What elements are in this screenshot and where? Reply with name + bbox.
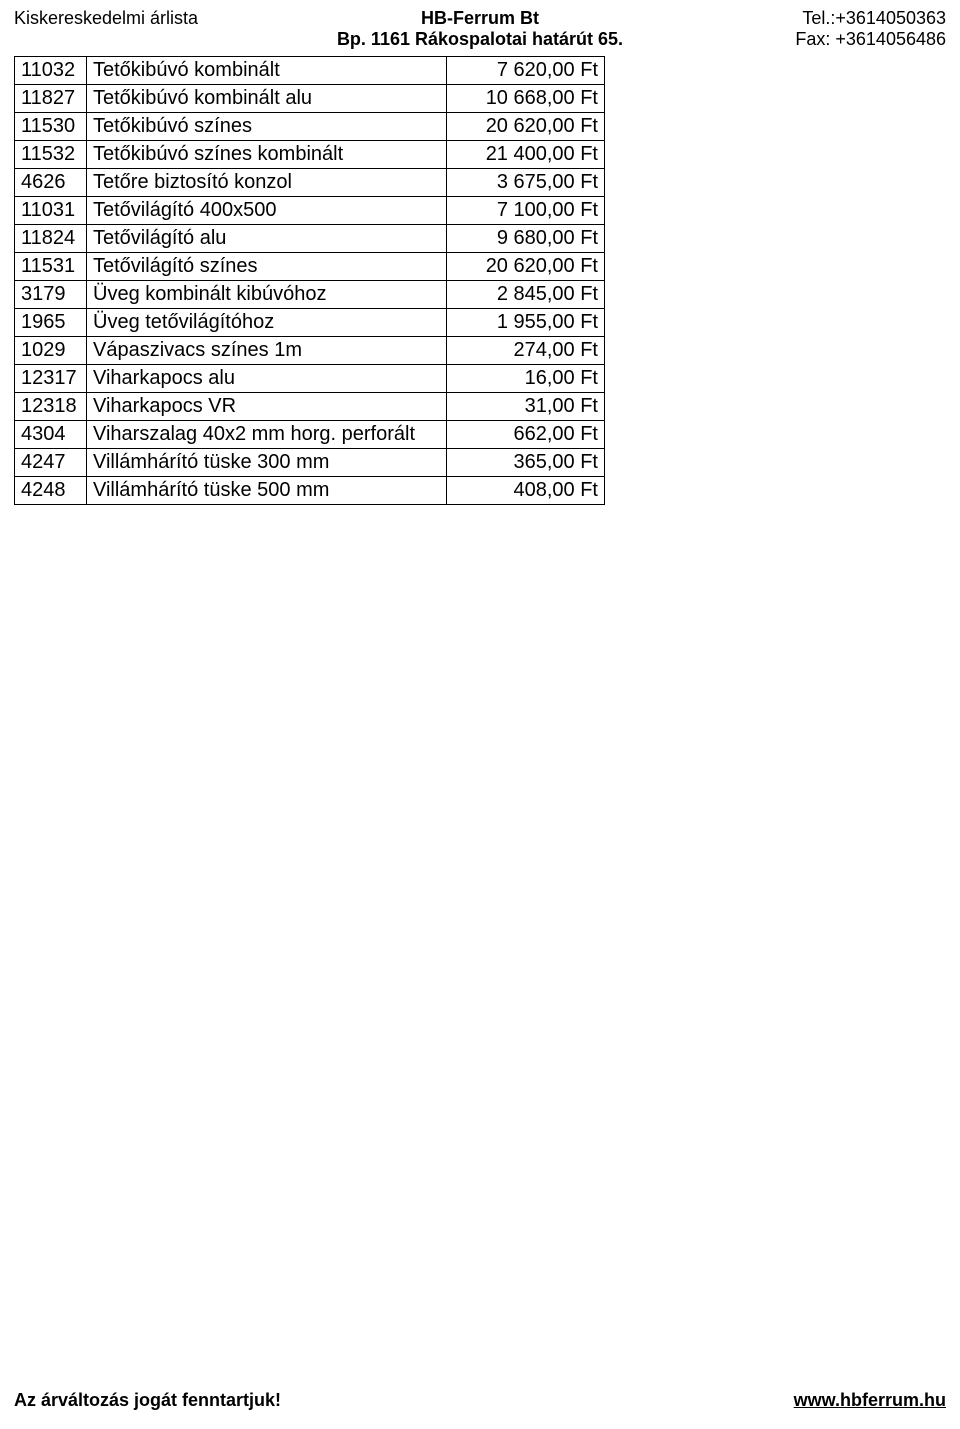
header-right: Tel.:+3614050363 Fax: +3614056486 [672, 8, 946, 50]
cell-code: 3179 [15, 281, 87, 309]
table-row: 11530Tetőkibúvó színes20 620,00 Ft [15, 113, 605, 141]
cell-description: Tetőkibúvó kombinált [87, 57, 447, 85]
cell-description: Tetővilágító alu [87, 225, 447, 253]
price-table: 11032Tetőkibúvó kombinált7 620,00 Ft1182… [14, 56, 605, 505]
cell-description: Viharkapocs alu [87, 365, 447, 393]
cell-description: Viharszalag 40x2 mm horg. perforált [87, 421, 447, 449]
cell-description: Üveg kombinált kibúvóhoz [87, 281, 447, 309]
cell-code: 11031 [15, 197, 87, 225]
footer-left: Az árváltozás jogát fenntartjuk! [14, 1390, 281, 1411]
table-row: 11827Tetőkibúvó kombinált alu10 668,00 F… [15, 85, 605, 113]
cell-price: 1 955,00 Ft [447, 309, 605, 337]
fax-number: Fax: +3614056486 [672, 29, 946, 50]
phone-number: Tel.:+3614050363 [672, 8, 946, 29]
cell-code: 4626 [15, 169, 87, 197]
page-header: Kiskereskedelmi árlista HB-Ferrum Bt Bp.… [14, 8, 946, 50]
cell-price: 20 620,00 Ft [447, 253, 605, 281]
cell-description: Üveg tetővilágítóhoz [87, 309, 447, 337]
table-row: 4626Tetőre biztosító konzol3 675,00 Ft [15, 169, 605, 197]
cell-price: 408,00 Ft [447, 477, 605, 505]
table-row: 11031Tetővilágító 400x5007 100,00 Ft [15, 197, 605, 225]
cell-description: Tetőkibúvó kombinált alu [87, 85, 447, 113]
cell-price: 3 675,00 Ft [447, 169, 605, 197]
cell-code: 11531 [15, 253, 87, 281]
table-row: 11032Tetőkibúvó kombinált7 620,00 Ft [15, 57, 605, 85]
cell-description: Villámhárító tüske 500 mm [87, 477, 447, 505]
cell-price: 274,00 Ft [447, 337, 605, 365]
table-row: 1029Vápaszivacs színes 1m274,00 Ft [15, 337, 605, 365]
cell-price: 10 668,00 Ft [447, 85, 605, 113]
table-row: 11824Tetővilágító alu9 680,00 Ft [15, 225, 605, 253]
table-row: 4247Villámhárító tüske 300 mm365,00 Ft [15, 449, 605, 477]
cell-description: Tetőkibúvó színes [87, 113, 447, 141]
cell-description: Tetőkibúvó színes kombinált [87, 141, 447, 169]
cell-description: Tetővilágító színes [87, 253, 447, 281]
cell-price: 7 100,00 Ft [447, 197, 605, 225]
table-row: 12317Viharkapocs alu16,00 Ft [15, 365, 605, 393]
company-address: Bp. 1161 Rákospalotai határút 65. [288, 29, 672, 50]
table-row: 11531Tetővilágító színes20 620,00 Ft [15, 253, 605, 281]
cell-price: 7 620,00 Ft [447, 57, 605, 85]
price-table-body: 11032Tetőkibúvó kombinált7 620,00 Ft1182… [15, 57, 605, 505]
cell-price: 20 620,00 Ft [447, 113, 605, 141]
cell-code: 11032 [15, 57, 87, 85]
page: Kiskereskedelmi árlista HB-Ferrum Bt Bp.… [0, 0, 960, 1429]
cell-price: 31,00 Ft [447, 393, 605, 421]
table-row: 11532Tetőkibúvó színes kombinált21 400,0… [15, 141, 605, 169]
company-name: HB-Ferrum Bt [288, 8, 672, 29]
cell-price: 16,00 Ft [447, 365, 605, 393]
page-footer: Az árváltozás jogát fenntartjuk! www.hbf… [14, 1390, 946, 1411]
table-row: 4248Villámhárító tüske 500 mm408,00 Ft [15, 477, 605, 505]
cell-price: 2 845,00 Ft [447, 281, 605, 309]
cell-description: Viharkapocs VR [87, 393, 447, 421]
cell-code: 11827 [15, 85, 87, 113]
table-row: 3179Üveg kombinált kibúvóhoz2 845,00 Ft [15, 281, 605, 309]
cell-code: 12318 [15, 393, 87, 421]
cell-code: 1029 [15, 337, 87, 365]
header-center: HB-Ferrum Bt Bp. 1161 Rákospalotai határ… [288, 8, 672, 50]
cell-price: 9 680,00 Ft [447, 225, 605, 253]
table-row: 12318Viharkapocs VR31,00 Ft [15, 393, 605, 421]
cell-description: Tetővilágító 400x500 [87, 197, 447, 225]
cell-code: 4248 [15, 477, 87, 505]
cell-price: 21 400,00 Ft [447, 141, 605, 169]
header-left: Kiskereskedelmi árlista [14, 8, 288, 29]
cell-price: 662,00 Ft [447, 421, 605, 449]
cell-price: 365,00 Ft [447, 449, 605, 477]
cell-code: 11824 [15, 225, 87, 253]
cell-code: 4304 [15, 421, 87, 449]
cell-code: 11532 [15, 141, 87, 169]
table-row: 1965Üveg tetővilágítóhoz1 955,00 Ft [15, 309, 605, 337]
cell-code: 4247 [15, 449, 87, 477]
cell-description: Tetőre biztosító konzol [87, 169, 447, 197]
cell-code: 12317 [15, 365, 87, 393]
footer-website[interactable]: www.hbferrum.hu [794, 1390, 946, 1411]
cell-description: Vápaszivacs színes 1m [87, 337, 447, 365]
cell-description: Villámhárító tüske 300 mm [87, 449, 447, 477]
cell-code: 1965 [15, 309, 87, 337]
table-row: 4304Viharszalag 40x2 mm horg. perforált6… [15, 421, 605, 449]
cell-code: 11530 [15, 113, 87, 141]
